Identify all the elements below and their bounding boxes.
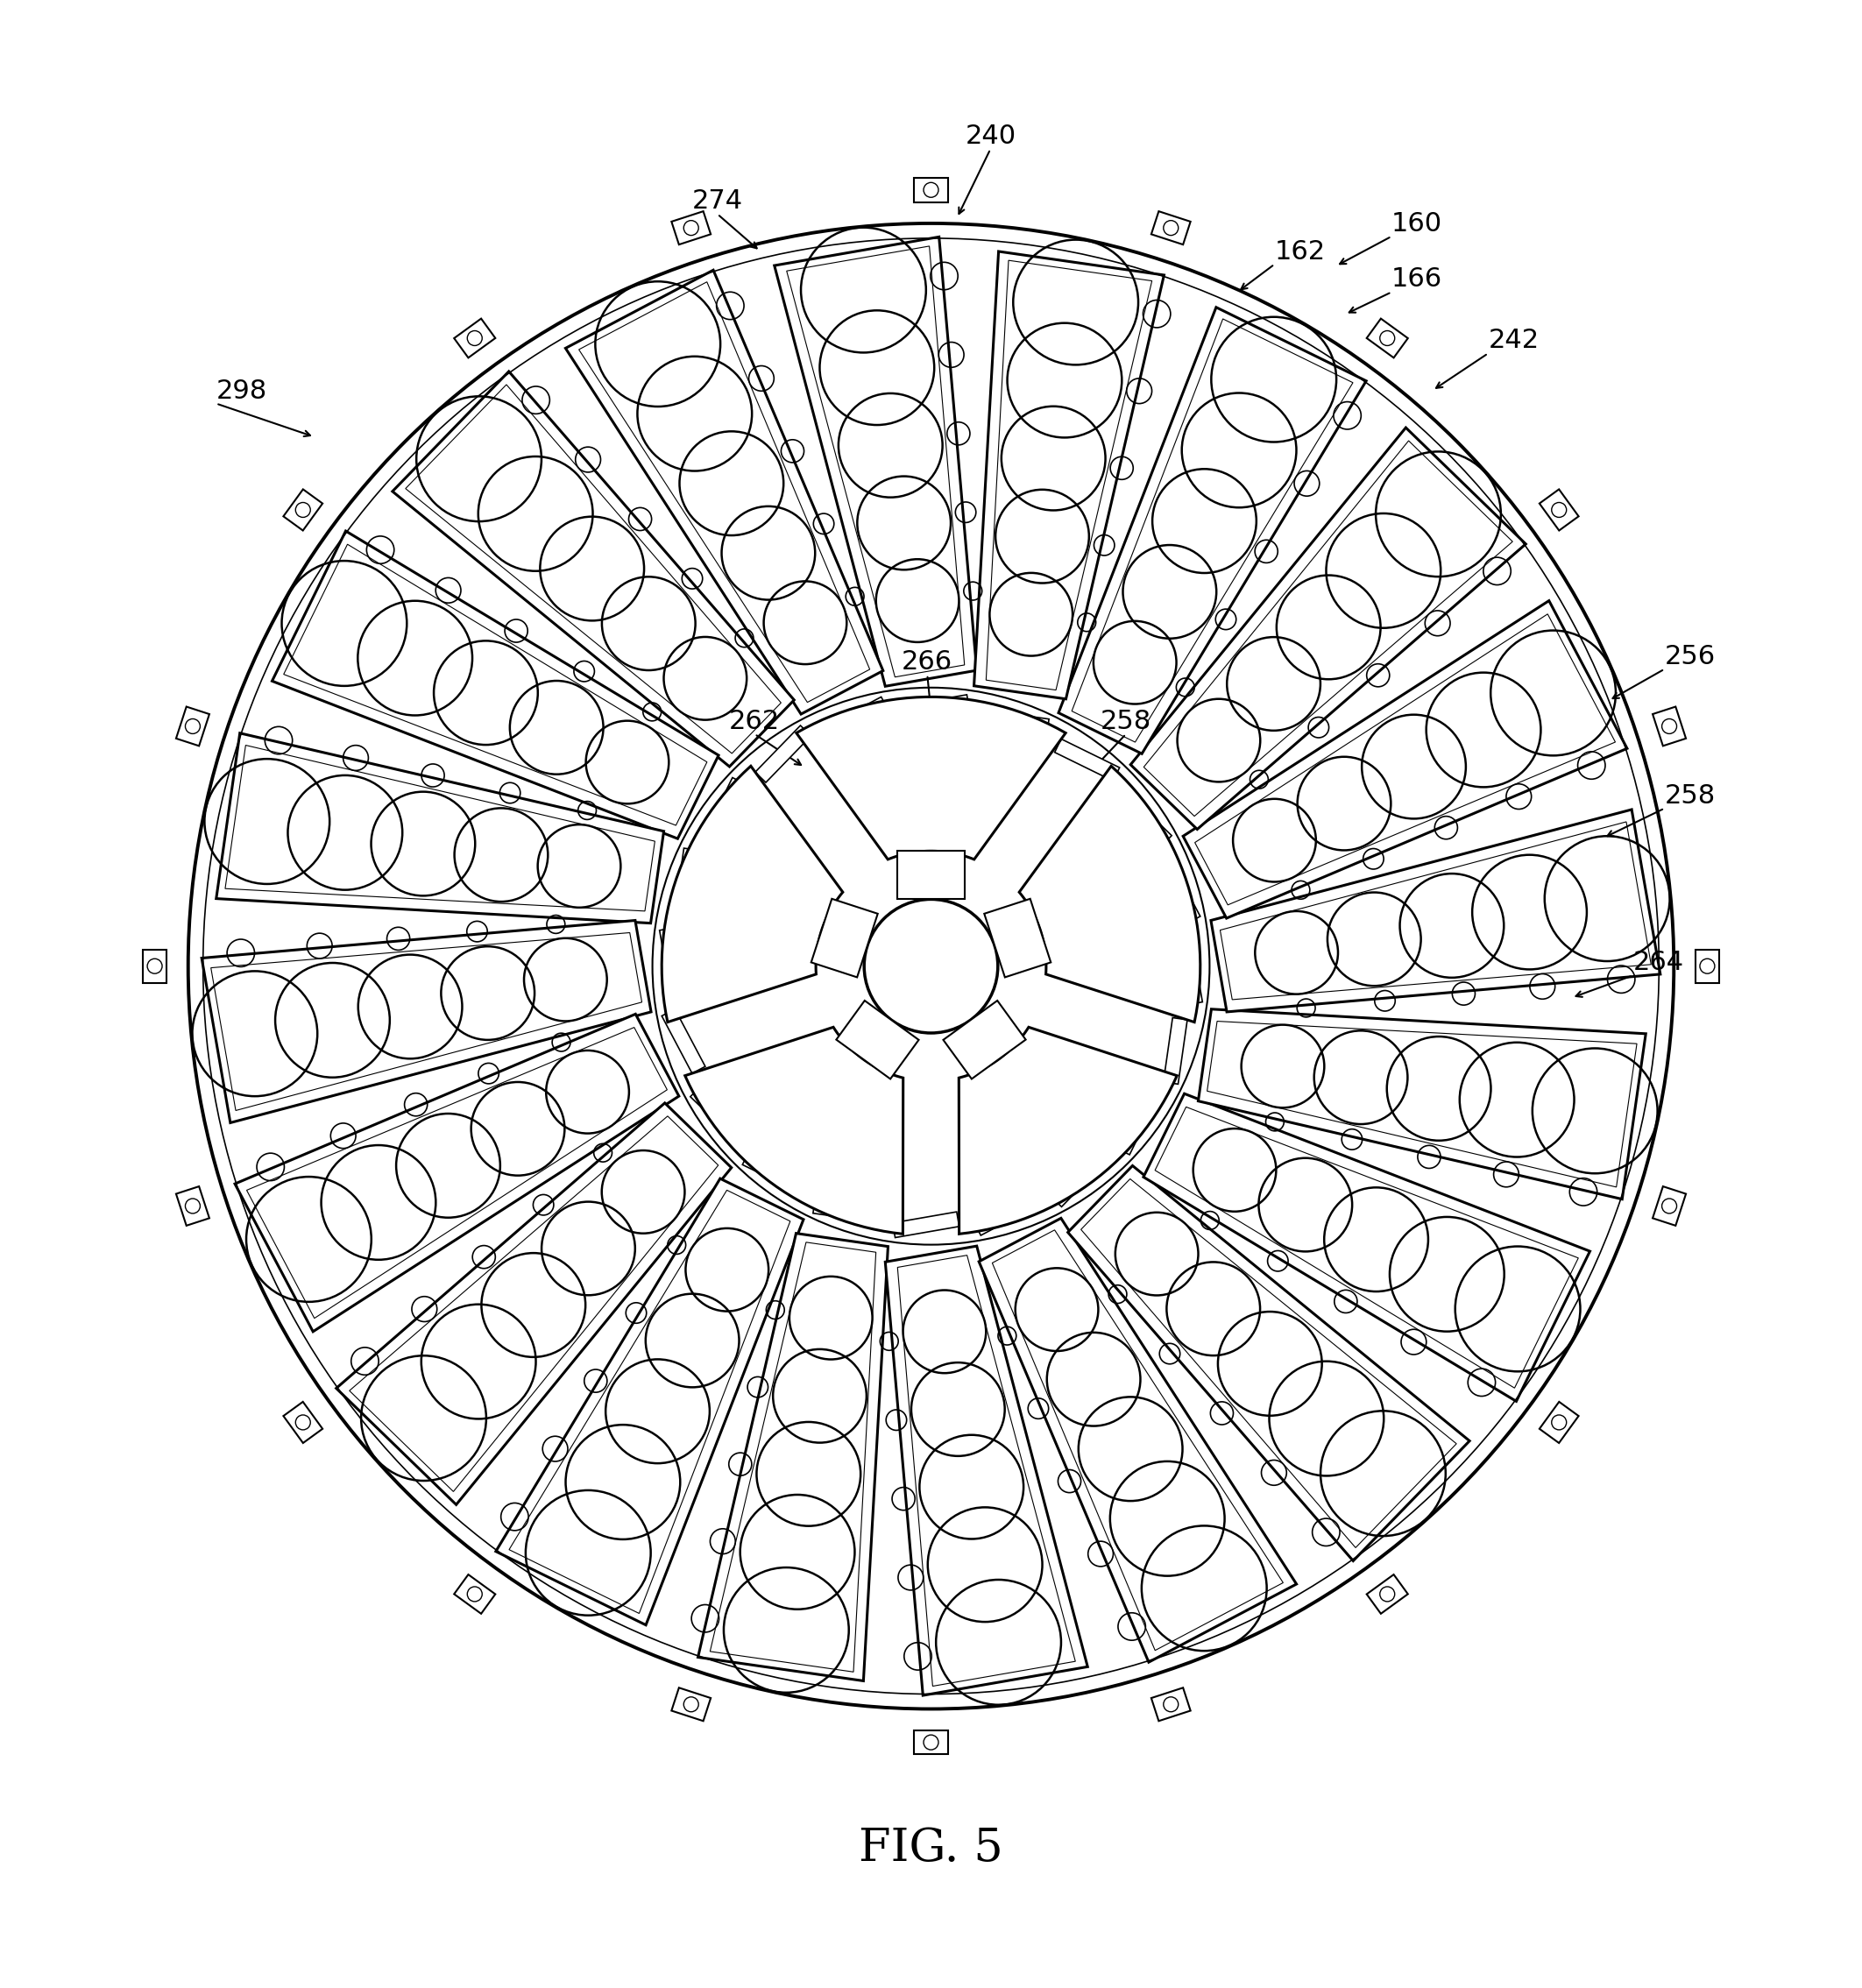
Polygon shape: [143, 950, 168, 982]
Polygon shape: [659, 928, 685, 994]
Polygon shape: [884, 1246, 1087, 1696]
Polygon shape: [974, 250, 1164, 700]
Text: 258: 258: [1100, 708, 1151, 734]
Polygon shape: [201, 920, 652, 1123]
Text: 160: 160: [1391, 211, 1443, 237]
Polygon shape: [979, 1219, 1296, 1662]
Polygon shape: [914, 177, 948, 203]
Polygon shape: [337, 1103, 732, 1505]
Polygon shape: [672, 211, 711, 245]
Polygon shape: [1199, 1010, 1646, 1199]
Text: 262: 262: [730, 708, 780, 734]
Polygon shape: [1143, 1093, 1590, 1402]
Polygon shape: [985, 899, 1050, 978]
Polygon shape: [672, 1688, 711, 1722]
Polygon shape: [1069, 1165, 1469, 1561]
Polygon shape: [1115, 1089, 1158, 1155]
Polygon shape: [674, 849, 698, 914]
Polygon shape: [1367, 1574, 1408, 1614]
Polygon shape: [756, 726, 812, 783]
Polygon shape: [1694, 950, 1719, 982]
Polygon shape: [454, 318, 495, 358]
Polygon shape: [1151, 211, 1190, 245]
Polygon shape: [495, 1179, 804, 1624]
Text: 166: 166: [1391, 266, 1443, 292]
Polygon shape: [1058, 308, 1367, 753]
Polygon shape: [814, 1199, 879, 1223]
Polygon shape: [823, 698, 888, 740]
Polygon shape: [944, 1000, 1026, 1079]
Polygon shape: [283, 489, 322, 531]
Polygon shape: [177, 1187, 209, 1227]
Polygon shape: [216, 734, 663, 922]
Polygon shape: [983, 710, 1048, 734]
Polygon shape: [1050, 1149, 1106, 1207]
Polygon shape: [272, 531, 719, 839]
Text: 258: 258: [1665, 783, 1715, 809]
Text: 240: 240: [965, 123, 1017, 149]
Polygon shape: [797, 698, 1065, 859]
Text: 162: 162: [1275, 239, 1326, 264]
Polygon shape: [1019, 765, 1201, 1022]
Polygon shape: [1182, 600, 1627, 918]
Polygon shape: [661, 765, 843, 1022]
Text: 242: 242: [1488, 328, 1540, 354]
Polygon shape: [775, 237, 978, 686]
Polygon shape: [661, 1010, 706, 1074]
Polygon shape: [897, 851, 965, 899]
Polygon shape: [959, 1028, 1177, 1235]
Polygon shape: [892, 1213, 959, 1239]
Polygon shape: [177, 706, 209, 746]
Polygon shape: [1653, 1187, 1685, 1227]
Text: 298: 298: [216, 378, 266, 404]
Text: 256: 256: [1665, 644, 1715, 670]
Polygon shape: [454, 1574, 495, 1614]
Text: FIG. 5: FIG. 5: [858, 1825, 1004, 1871]
Polygon shape: [566, 270, 883, 714]
Polygon shape: [1653, 706, 1685, 746]
Polygon shape: [903, 694, 970, 720]
Text: 266: 266: [901, 650, 953, 674]
Text: 274: 274: [693, 189, 743, 215]
Polygon shape: [1156, 859, 1201, 922]
Polygon shape: [1540, 1402, 1579, 1443]
Text: 264: 264: [1633, 950, 1683, 976]
Polygon shape: [1177, 938, 1203, 1004]
Polygon shape: [836, 1000, 918, 1079]
Polygon shape: [393, 372, 793, 767]
Polygon shape: [704, 777, 747, 843]
Polygon shape: [1210, 809, 1661, 1012]
Polygon shape: [235, 1014, 680, 1332]
Polygon shape: [283, 1402, 322, 1443]
Polygon shape: [812, 899, 877, 978]
Polygon shape: [1054, 740, 1119, 781]
Polygon shape: [914, 1730, 948, 1755]
Polygon shape: [1130, 427, 1525, 829]
Circle shape: [864, 899, 998, 1034]
Polygon shape: [698, 1233, 888, 1682]
Polygon shape: [1164, 1018, 1188, 1083]
Polygon shape: [1115, 791, 1171, 847]
Polygon shape: [974, 1193, 1039, 1235]
Polygon shape: [685, 1028, 903, 1235]
Polygon shape: [1367, 318, 1408, 358]
Polygon shape: [1151, 1688, 1190, 1722]
Polygon shape: [1540, 489, 1579, 531]
Polygon shape: [691, 1085, 747, 1141]
Polygon shape: [743, 1151, 808, 1193]
